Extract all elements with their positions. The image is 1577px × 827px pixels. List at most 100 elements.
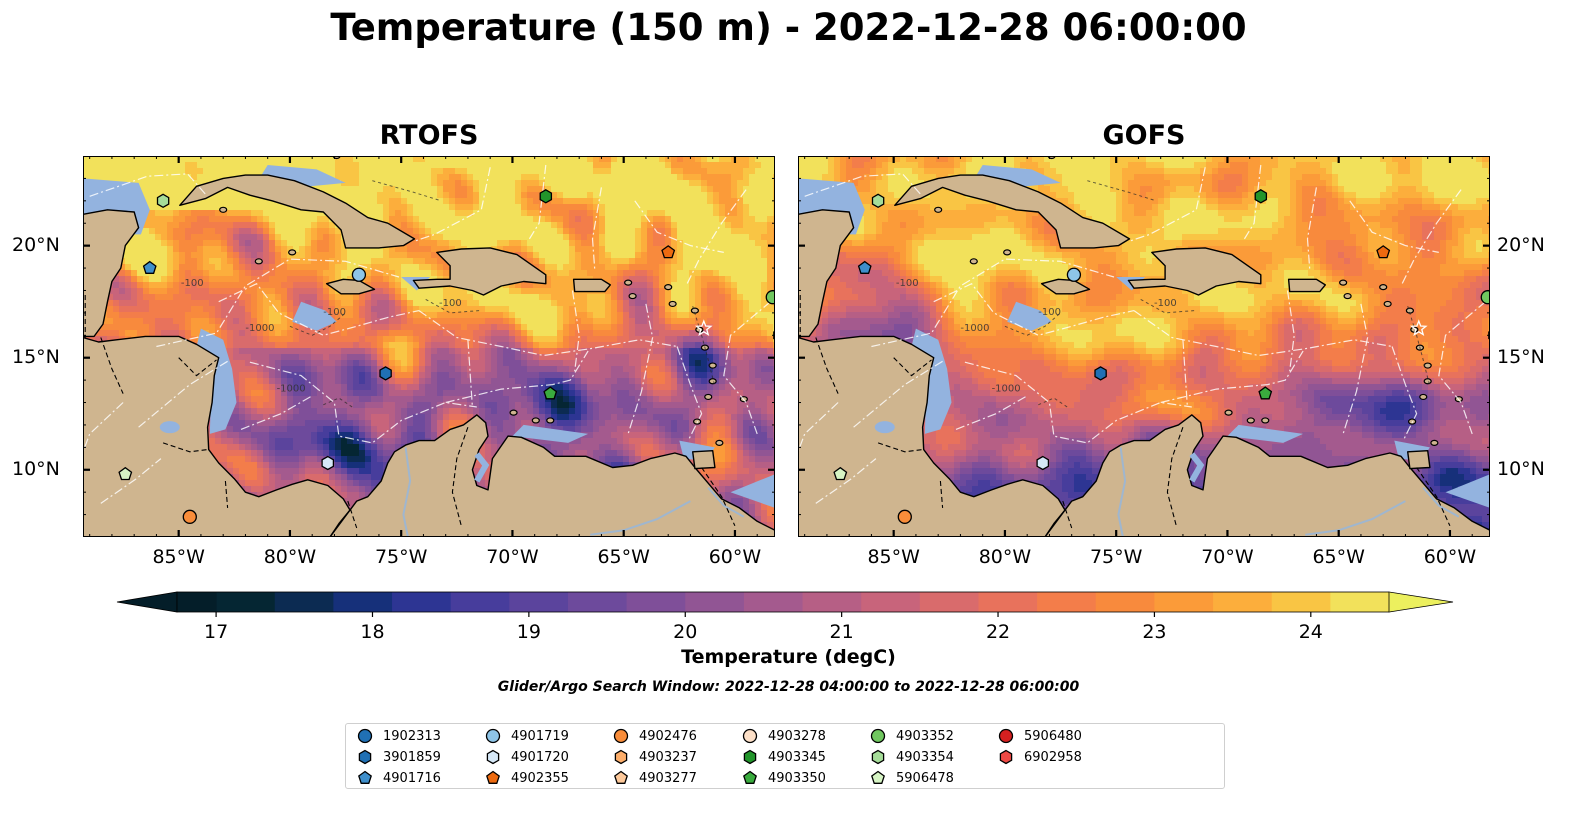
legend-marker bbox=[485, 728, 501, 744]
country-border bbox=[347, 500, 358, 529]
legend-marker bbox=[743, 749, 757, 765]
station-star-marker bbox=[1409, 319, 1428, 337]
isobath-label: -1000 bbox=[992, 383, 1021, 394]
legend-item: 3901859 bbox=[356, 747, 441, 767]
lon-tick-label: 70°W bbox=[486, 546, 539, 568]
colorbar-over-extension bbox=[1388, 591, 1454, 613]
eez-boundary bbox=[156, 258, 400, 348]
isobath-label: -100 bbox=[181, 278, 204, 289]
float-4903354 bbox=[871, 193, 885, 209]
legend-item: 4903350 bbox=[741, 768, 826, 788]
legend-label: 4901716 bbox=[383, 770, 441, 786]
eez-boundary bbox=[591, 187, 602, 271]
legend-item: 4901720 bbox=[484, 747, 569, 767]
lon-tick-label: 60°W bbox=[1423, 546, 1477, 568]
legend-marker-pentagon-icon bbox=[486, 770, 500, 784]
island bbox=[624, 279, 633, 286]
eez-boundary bbox=[1400, 189, 1462, 287]
isobath bbox=[1407, 306, 1431, 387]
eez-boundary bbox=[723, 301, 771, 435]
island bbox=[708, 362, 717, 369]
lake-maracaibo bbox=[1189, 452, 1205, 483]
legend-marker-pentagon-icon bbox=[614, 770, 628, 784]
legend-marker bbox=[357, 728, 373, 744]
isobath-label: -1000 bbox=[960, 323, 989, 334]
isobath-label: -1000 bbox=[277, 383, 306, 394]
colorbar-segment bbox=[450, 592, 510, 612]
island bbox=[254, 258, 263, 265]
island bbox=[1383, 300, 1392, 308]
island bbox=[934, 206, 943, 213]
legend-marker bbox=[358, 770, 372, 784]
map-panel-gofs: -1000 -1000 -100 -100 -100 bbox=[798, 156, 1490, 537]
river bbox=[1422, 487, 1460, 518]
continental-shelf bbox=[730, 474, 775, 508]
lon-tick-label: 75°W bbox=[1089, 546, 1143, 568]
eez-boundary bbox=[1391, 346, 1418, 441]
isobath bbox=[1004, 312, 1061, 336]
legend-marker bbox=[742, 728, 758, 744]
legend-label: 5906478 bbox=[896, 770, 954, 786]
land bbox=[692, 450, 716, 470]
legend-label: 4903354 bbox=[896, 749, 954, 765]
lat-tick-label: 20°N bbox=[1497, 233, 1545, 256]
legend-marker bbox=[871, 770, 885, 784]
colorbar-tick-label: 20 bbox=[673, 621, 697, 643]
eez-boundary bbox=[676, 346, 703, 441]
lake-maracaibo bbox=[474, 452, 490, 483]
isobath bbox=[1087, 180, 1157, 202]
island bbox=[1339, 279, 1348, 286]
island bbox=[1423, 362, 1432, 369]
float-4903354 bbox=[156, 193, 170, 209]
eez-boundary bbox=[1438, 301, 1486, 435]
legend-marker-circle-icon bbox=[485, 728, 501, 744]
eez-boundary bbox=[138, 359, 231, 428]
colorbar-tick-label: 19 bbox=[517, 621, 541, 643]
float-legend: 1902313 3901859 4901716 4901719 4901720 49023… bbox=[345, 723, 1225, 789]
isobath bbox=[372, 180, 442, 202]
colorbar-segment bbox=[1037, 592, 1097, 612]
legend-item: 4901716 bbox=[356, 768, 441, 788]
colorbar-segment bbox=[509, 592, 569, 612]
country-border bbox=[100, 337, 124, 394]
land bbox=[329, 414, 775, 537]
lon-tick-label: 80°W bbox=[978, 546, 1032, 568]
search-window-text: Glider/Argo Search Window: 2022-12-28 04… bbox=[497, 679, 1080, 695]
land bbox=[179, 174, 416, 249]
eez-boundary bbox=[414, 167, 491, 242]
island bbox=[1343, 292, 1352, 300]
land bbox=[1040, 278, 1091, 295]
eez-boundary bbox=[871, 258, 1115, 348]
colorbar-segment bbox=[216, 592, 276, 612]
float-4901720 bbox=[1036, 455, 1050, 471]
land bbox=[325, 278, 376, 295]
legend-label: 4903345 bbox=[768, 749, 826, 765]
isobath bbox=[289, 312, 346, 336]
legend-marker-circle-icon bbox=[998, 728, 1014, 744]
legend-marker-circle-icon bbox=[870, 728, 886, 744]
legend-marker-hexagon-icon bbox=[743, 749, 757, 765]
country-border bbox=[939, 480, 944, 508]
lat-tick-label: 15°N bbox=[1497, 345, 1545, 368]
float-5906478 bbox=[118, 466, 133, 481]
lon-tick-label: 75°W bbox=[374, 546, 428, 568]
legend-item: 4903354 bbox=[869, 747, 954, 767]
float-3901859 bbox=[379, 366, 392, 381]
float-4901716 bbox=[142, 260, 157, 274]
colorbar-segment bbox=[567, 592, 628, 612]
figure-title: Temperature (150 m) - 2022-12-28 06:00:0… bbox=[330, 6, 1247, 49]
island bbox=[1246, 417, 1255, 424]
continental-shelf bbox=[512, 424, 589, 443]
lat-tick-label: 10°N bbox=[12, 457, 60, 480]
land bbox=[1407, 450, 1431, 470]
legend-label: 5906480 bbox=[1024, 728, 1082, 744]
lake-nicaragua bbox=[874, 421, 895, 434]
eez-boundary bbox=[1160, 350, 1304, 404]
float-5906478 bbox=[833, 466, 848, 481]
eez-boundary bbox=[89, 173, 206, 197]
continental-shelf bbox=[1227, 424, 1304, 443]
land bbox=[1127, 247, 1262, 296]
isobath-label: -100 bbox=[439, 298, 462, 309]
legend-marker bbox=[486, 770, 500, 784]
lat-tick-label: 10°N bbox=[1497, 457, 1545, 480]
